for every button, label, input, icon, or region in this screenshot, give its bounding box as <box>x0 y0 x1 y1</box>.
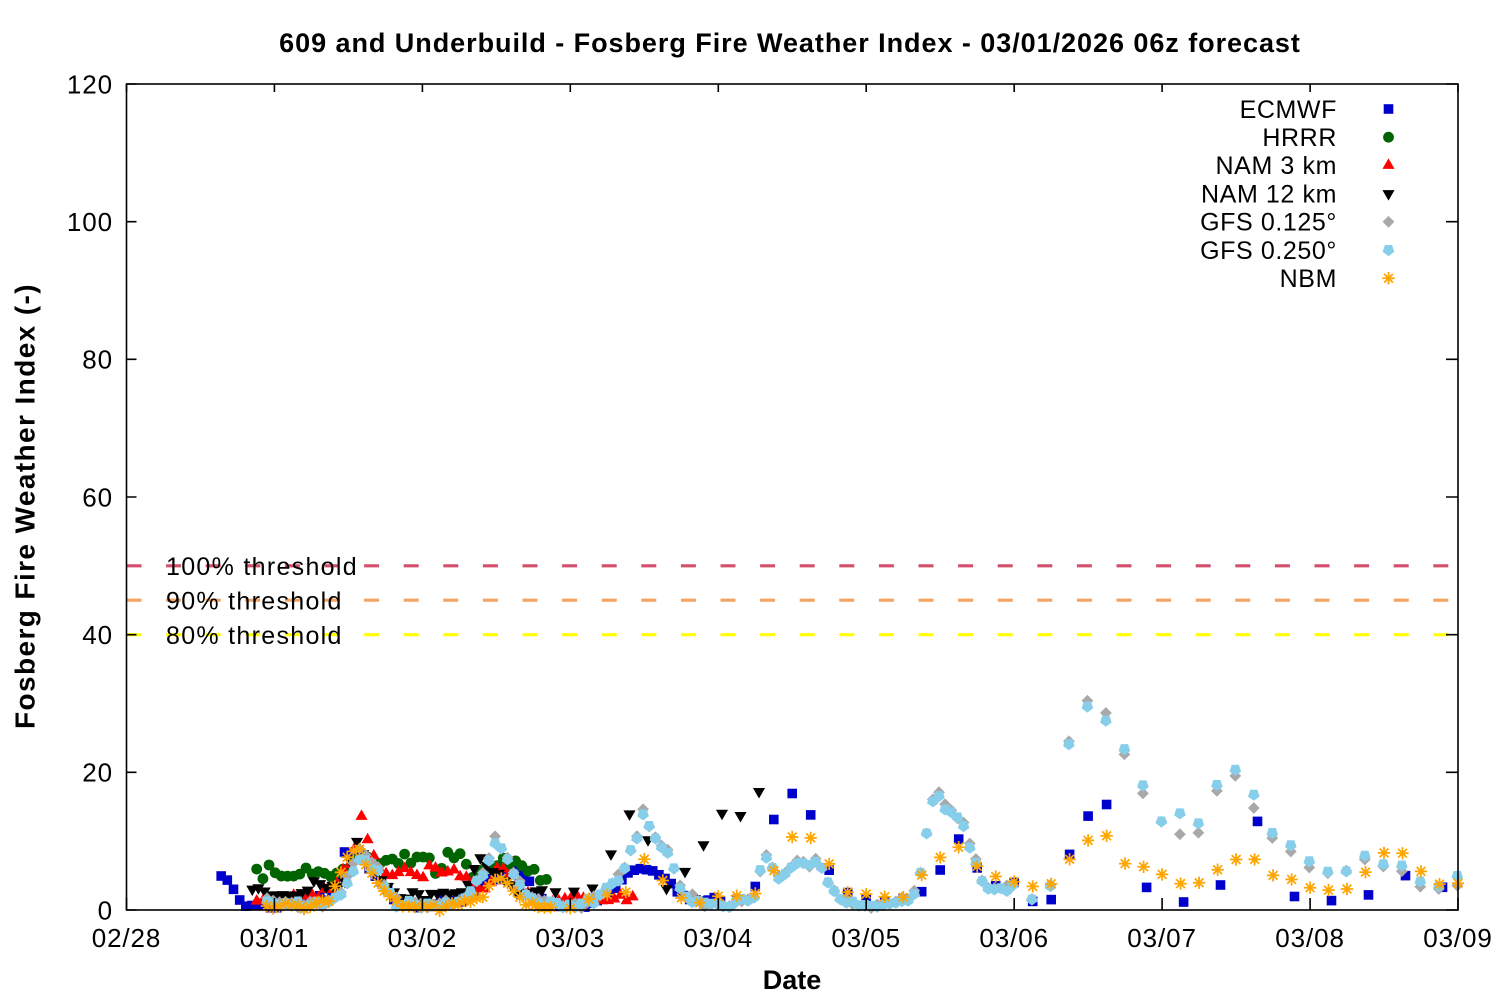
svg-text:NAM 3 km: NAM 3 km <box>1216 152 1337 180</box>
svg-text:Date: Date <box>763 965 822 995</box>
svg-text:40: 40 <box>82 620 113 650</box>
svg-text:100% threshold: 100% threshold <box>166 553 358 581</box>
svg-text:03/07: 03/07 <box>1127 923 1197 953</box>
svg-text:03/01: 03/01 <box>240 923 310 953</box>
svg-text:120: 120 <box>67 69 113 99</box>
svg-text:80: 80 <box>82 345 113 375</box>
svg-text:0: 0 <box>98 895 113 925</box>
svg-text:02/28: 02/28 <box>92 923 162 953</box>
svg-text:03/05: 03/05 <box>831 923 901 953</box>
svg-text:GFS 0.125°: GFS 0.125° <box>1200 209 1337 237</box>
svg-text:NAM 12 km: NAM 12 km <box>1201 180 1337 208</box>
svg-text:90% threshold: 90% threshold <box>166 588 343 616</box>
svg-text:03/02: 03/02 <box>388 923 458 953</box>
svg-text:03/09: 03/09 <box>1423 923 1493 953</box>
svg-text:03/06: 03/06 <box>979 923 1049 953</box>
svg-text:609 and Underbuild - Fosberg F: 609 and Underbuild - Fosberg Fire Weathe… <box>279 28 1301 58</box>
svg-text:03/04: 03/04 <box>684 923 754 953</box>
svg-text:NBM: NBM <box>1280 265 1337 293</box>
svg-text:03/08: 03/08 <box>1275 923 1345 953</box>
svg-text:03/03: 03/03 <box>536 923 606 953</box>
svg-text:Fosberg Fire Weather Index (-): Fosberg Fire Weather Index (-) <box>10 283 41 729</box>
svg-text:60: 60 <box>82 482 113 512</box>
svg-text:ECMWF: ECMWF <box>1240 96 1337 124</box>
svg-text:HRRR: HRRR <box>1262 124 1337 152</box>
svg-text:80% threshold: 80% threshold <box>166 622 343 650</box>
svg-text:100: 100 <box>67 207 113 237</box>
svg-text:20: 20 <box>82 758 113 788</box>
svg-text:GFS 0.250°: GFS 0.250° <box>1200 237 1337 265</box>
